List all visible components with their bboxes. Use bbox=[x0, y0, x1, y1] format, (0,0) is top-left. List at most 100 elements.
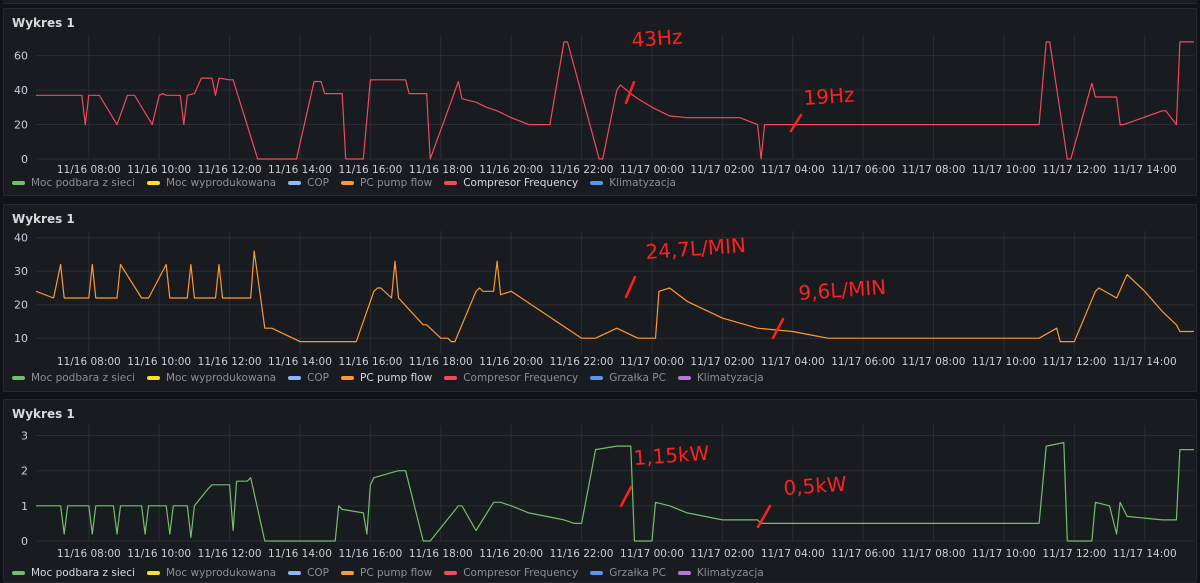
legend-item[interactable]: Klimatyzacja bbox=[590, 177, 676, 189]
x-tick-label: 11/17 12:00 bbox=[1042, 356, 1106, 368]
x-tick-label: 11/17 02:00 bbox=[690, 548, 754, 560]
legend-item[interactable]: PC pump flow bbox=[341, 372, 432, 384]
x-tick-label: 11/16 14:00 bbox=[268, 164, 332, 176]
legend-label: Compresor Frequency bbox=[463, 372, 579, 384]
legend: Moc podbara z sieci Moc wyprodukowana COP P… bbox=[12, 372, 776, 384]
legend-label: Compresor Frequency bbox=[463, 567, 579, 579]
legend-swatch-icon bbox=[288, 376, 302, 380]
legend-item[interactable]: Moc podbara z sieci bbox=[12, 177, 135, 189]
legend-swatch-icon bbox=[444, 571, 458, 575]
x-tick-label: 11/16 16:00 bbox=[338, 164, 402, 176]
x-tick-label: 11/17 02:00 bbox=[690, 164, 754, 176]
legend-item[interactable]: Moc wyprodukowana bbox=[146, 567, 277, 579]
series-line[interactable] bbox=[36, 442, 1194, 542]
legend-label: Moc podbara z sieci bbox=[31, 372, 135, 384]
y-tick-label: 40 bbox=[14, 232, 28, 245]
chart-svg: 10 20 30 40 11/16 08:00 11/16 10:00 11/16 12:0… bbox=[14, 231, 1194, 368]
x-tick-label: 11/16 08:00 bbox=[57, 548, 121, 560]
y-tick-label: 20 bbox=[14, 299, 28, 312]
legend-swatch-icon bbox=[288, 181, 302, 185]
x-tick-label: 11/17 06:00 bbox=[831, 356, 895, 368]
x-tick-label: 11/17 12:00 bbox=[1042, 164, 1106, 176]
x-tick-label: 11/16 22:00 bbox=[550, 548, 614, 560]
legend-item[interactable]: COP bbox=[288, 177, 329, 189]
legend-item[interactable]: Moc wyprodukowana bbox=[146, 177, 277, 189]
legend-swatch-icon bbox=[677, 571, 691, 575]
legend-item[interactable]: Compresor Frequency bbox=[444, 372, 578, 384]
x-tick-label: 11/16 08:00 bbox=[57, 356, 121, 368]
annotation-label: 1,15kW bbox=[633, 441, 711, 470]
legend-item[interactable]: Klimatyzacja bbox=[677, 372, 764, 384]
y-tick-label: 0 bbox=[21, 535, 28, 548]
legend-label: Moc podbara z sieci bbox=[31, 567, 135, 579]
series-line[interactable] bbox=[35, 250, 1194, 343]
y-tick-label: 1 bbox=[21, 500, 28, 513]
legend-label: COP bbox=[307, 177, 330, 189]
legend: Moc podbara z sieci Moc wyprodukowana COP P… bbox=[12, 567, 776, 579]
y-tick-label: 20 bbox=[14, 119, 28, 132]
x-tick-label: 11/17 08:00 bbox=[902, 164, 966, 176]
y-tick-label: 60 bbox=[14, 50, 28, 63]
legend-swatch-icon bbox=[590, 376, 604, 380]
legend-swatch-icon bbox=[590, 181, 604, 185]
x-tick-label: 11/16 16:00 bbox=[338, 548, 402, 560]
legend-item[interactable]: Moc podbara z sieci bbox=[12, 372, 135, 384]
top-panel-edge bbox=[3, 0, 1197, 4]
legend-label: PC pump flow bbox=[360, 372, 433, 384]
legend-item[interactable]: COP bbox=[288, 567, 329, 579]
legend-item[interactable]: Moc wyprodukowana bbox=[146, 372, 276, 384]
x-tick-label: 11/16 10:00 bbox=[127, 356, 191, 368]
annotation-label: 0,5kW bbox=[783, 472, 848, 500]
chart-panel-pump-flow[interactable]: Wykres 1 10 20 30 40 11/16 08:00 11/16 10:00 1… bbox=[3, 204, 1197, 392]
legend-swatch-icon bbox=[146, 571, 160, 575]
x-tick-label: 11/17 06:00 bbox=[831, 548, 895, 560]
annotation-arrow bbox=[624, 80, 636, 105]
chart-panel-grid-power[interactable]: Wykres 1 0 1 2 3 11/16 08:00 11/16 10:00 11/16… bbox=[3, 399, 1197, 583]
legend-item[interactable]: Moc podbara z sieci bbox=[12, 567, 135, 579]
x-tick-label: 11/17 10:00 bbox=[972, 164, 1036, 176]
panel-title[interactable]: Wykres 1 bbox=[12, 212, 75, 226]
x-tick-label: 11/16 14:00 bbox=[268, 548, 332, 560]
annotation-arrow bbox=[756, 504, 772, 529]
legend-item[interactable]: PC pump flow bbox=[341, 177, 432, 189]
legend-item[interactable]: Grzałka PC bbox=[590, 567, 666, 579]
chart-svg: 0 20 40 60 11/16 08:00 11/16 10:00 11/16 12:00… bbox=[14, 24, 1194, 176]
legend-item[interactable]: Compresor Frequency bbox=[444, 177, 578, 189]
x-tick-label: 11/17 12:00 bbox=[1042, 548, 1106, 560]
legend-item[interactable]: COP bbox=[288, 372, 329, 384]
annotation-label: 19Hz bbox=[803, 82, 856, 109]
x-tick-label: 11/16 08:00 bbox=[57, 164, 121, 176]
panel-title[interactable]: Wykres 1 bbox=[12, 16, 75, 30]
x-tick-label: 11/17 14:00 bbox=[1113, 164, 1177, 176]
x-tick-label: 11/17 04:00 bbox=[761, 164, 825, 176]
x-tick-label: 11/16 10:00 bbox=[127, 164, 191, 176]
x-tick-label: 11/17 00:00 bbox=[620, 548, 684, 560]
y-tick-label: 30 bbox=[14, 265, 28, 278]
legend-item[interactable]: Klimatyzacja bbox=[677, 567, 764, 579]
legend-item[interactable]: Grzałka PC bbox=[590, 372, 666, 384]
x-tick-label: 11/16 22:00 bbox=[550, 164, 614, 176]
y-tick-label: 2 bbox=[21, 465, 28, 478]
x-tick-label: 11/16 16:00 bbox=[338, 356, 402, 368]
legend-item[interactable]: PC pump flow bbox=[341, 567, 432, 579]
legend-swatch-icon bbox=[12, 376, 25, 380]
annotation-arrow bbox=[624, 275, 637, 299]
series-line[interactable] bbox=[36, 41, 1194, 160]
x-tick-label: 11/17 00:00 bbox=[620, 356, 684, 368]
annotation-arrow bbox=[619, 485, 633, 508]
x-tick-label: 11/17 00:00 bbox=[620, 164, 684, 176]
panel-title[interactable]: Wykres 1 bbox=[12, 407, 75, 421]
chart-panel-compressor-frequency[interactable]: Wykres 1 0 20 40 60 11/16 08:00 11/16 10:00 11… bbox=[3, 8, 1197, 196]
legend-label: Moc wyprodukowana bbox=[165, 567, 277, 579]
legend-label: Compresor Frequency bbox=[463, 177, 579, 189]
legend-label: COP bbox=[307, 567, 330, 579]
legend-label: Moc podbara z sieci bbox=[31, 177, 135, 189]
x-tick-label: 11/16 10:00 bbox=[127, 548, 191, 560]
x-tick-label: 11/17 14:00 bbox=[1113, 356, 1177, 368]
legend-label: Moc wyprodukowana bbox=[165, 177, 277, 189]
legend-swatch-icon bbox=[341, 181, 355, 185]
x-tick-label: 11/16 18:00 bbox=[409, 356, 473, 368]
annotation-label: 9,6L/MIN bbox=[798, 275, 887, 305]
legend-item[interactable]: Compresor Frequency bbox=[444, 567, 578, 579]
x-tick-label: 11/16 14:00 bbox=[268, 356, 332, 368]
